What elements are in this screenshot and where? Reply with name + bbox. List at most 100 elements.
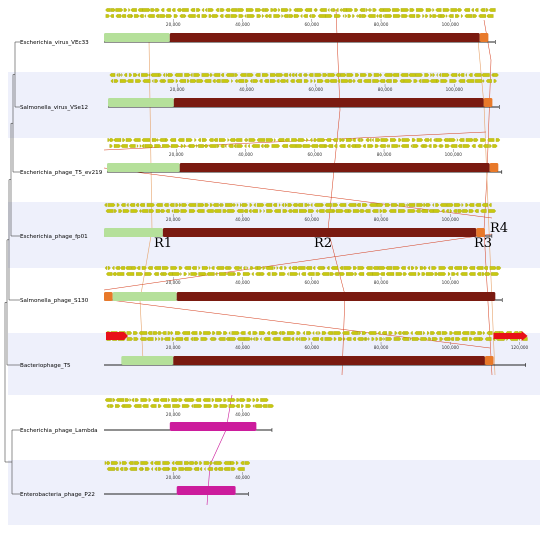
gene-arrow [277,138,285,142]
gene-arrow [107,138,111,142]
scale-tick-label: 60,000 [304,345,319,350]
gene-arrow [138,331,148,335]
gene-arrow [428,337,432,341]
scale-tick-label: 60,000 [304,217,319,222]
gene-arrow [106,461,111,465]
gene-arrow [139,337,147,341]
gene-arrow [257,266,262,270]
gene-arrow [355,144,362,148]
gene-arrow [465,203,469,207]
gene-arrow [228,404,236,408]
gene-arrow [148,398,152,402]
gene-arrow [379,272,385,276]
genome-label: Enterobacteria_phage_P22 [20,492,95,498]
scale-tick-label: 80,000 [378,87,393,92]
gene-arrow [365,138,370,142]
gene-arrow [333,331,342,335]
scale-tick-label: 40,000 [235,412,250,417]
gene-arrow [427,331,430,335]
gene-arrow [200,337,208,341]
gene-arrow [421,272,426,276]
collinear-block [104,228,163,237]
gene-arrow [438,266,447,270]
genome-label: Bacteriophage_T5 [20,363,71,369]
gene-arrow [171,398,179,402]
gene-arrow [273,138,276,142]
gene-arrow [442,8,450,12]
scale-tick-label: 60,000 [307,152,322,157]
gene-arrow [456,138,459,142]
synteny-links [103,9,496,506]
gene-arrow [308,209,315,213]
collinear-block [112,292,177,301]
gene-arrow [115,398,125,402]
gene-arrow [260,398,269,402]
gene-arrow [371,337,375,341]
genome-label: Salmonella_virus_VSe12 [20,105,88,111]
gene-arrow [445,209,449,213]
gene-arrow [265,138,274,142]
gene-arrow [189,144,196,148]
gene-arrow [315,272,321,276]
gene-arrow [251,144,260,148]
gene-arrow [416,8,424,12]
gene-arrow [252,337,255,341]
region-label: R1 [154,236,172,251]
gene-arrow [365,266,373,270]
gene-arrow [187,144,190,148]
gene-arrow [491,272,499,276]
gene-arrow [411,138,416,142]
gene-arrow [461,337,468,341]
gene-arrow [281,203,285,207]
gene-arrow [183,144,187,148]
gene-arrow [239,398,246,402]
collinear-block [176,292,496,301]
gene-arrow [140,398,148,402]
gene-arrow [161,337,164,341]
gene-arrow [254,266,258,270]
gene-arrow [348,209,352,213]
gene-arrow [187,398,195,402]
gene-arrow [163,337,171,341]
gene-arrow [206,209,214,213]
gene-arrow [346,272,355,276]
gene-arrow [414,331,423,335]
gene-arrow [291,73,295,77]
gene-arrow [448,14,454,18]
gene-arrow [428,209,434,213]
gene-arrow [159,398,168,402]
gene-arrow [144,14,146,18]
gene-arrow [367,8,370,12]
gene-arrow [250,266,254,270]
gene-arrow [376,14,379,18]
gene-arrow [226,272,234,276]
gene-arrow [184,467,193,471]
gene-arrow [374,144,379,148]
gene-arrow [462,209,469,213]
gene-arrow [129,467,138,471]
gene-arrow [422,14,425,18]
gene-arrow [213,209,222,213]
gene-arrow [371,138,374,142]
gene-arrow [237,467,245,471]
genome-labels: Escherichia_virus_VEc33 Salmonella_virus_… [20,40,103,498]
gene-arrow [129,398,132,402]
gene-arrow [295,144,303,148]
collinear-block [483,98,493,107]
gene-arrow [153,266,162,270]
gene-arrow [137,8,143,12]
gene-arrow [136,266,141,270]
gene-arrow [180,272,182,276]
gene-arrow [141,404,149,408]
scale-tick-label: 80,000 [374,280,389,285]
scale-tick-label: 40,000 [235,475,250,480]
gene-arrow [144,467,150,471]
gene-arrow [115,14,122,18]
gene-arrow [420,144,424,148]
gene-arrow [195,144,198,148]
gene-arrow [463,8,471,12]
gene-arrow [355,73,360,77]
gene-arrow [135,398,139,402]
gene-arrow [302,331,305,335]
gene-arrow [308,73,314,77]
